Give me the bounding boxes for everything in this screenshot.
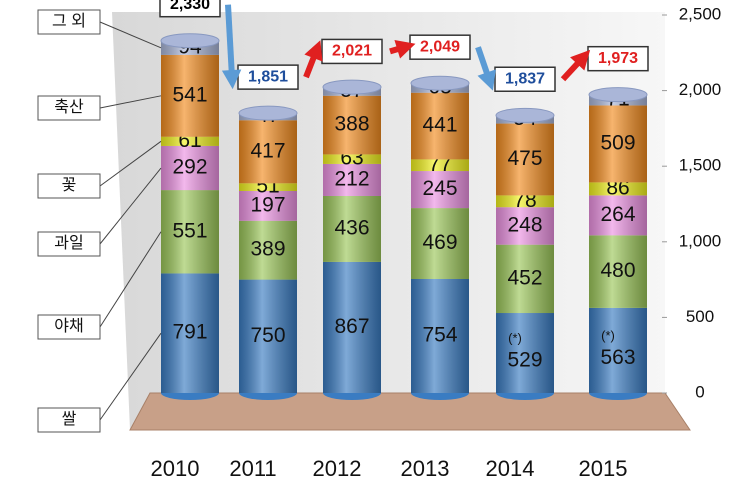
value-label: 212 (334, 168, 369, 191)
y-tick-label: 1,000 (679, 231, 722, 250)
legend-label: 쌀 (62, 410, 77, 428)
legend-label: 축산 (54, 98, 84, 116)
total-label: 1,837 (505, 70, 545, 87)
x-tick-label: 2012 (313, 456, 362, 481)
value-label: 417 (250, 139, 285, 162)
y-tick-label: 500 (686, 307, 714, 326)
value-label: 292 (172, 156, 207, 179)
value-label: 529 (507, 349, 542, 372)
value-label: 563 (600, 346, 635, 369)
x-tick-label: 2015 (579, 456, 628, 481)
x-tick-label: 2011 (229, 456, 276, 481)
total-label: 1,851 (248, 68, 288, 85)
note: (*) (508, 330, 522, 345)
value-label: 541 (172, 83, 207, 106)
total-label: 2,021 (332, 43, 372, 60)
value-label: 436 (334, 216, 369, 239)
legend-label: 야채 (54, 317, 83, 335)
value-label: 480 (600, 259, 635, 282)
value-label: 469 (422, 231, 457, 254)
total-label: 2,049 (420, 38, 460, 55)
trend-arrow (228, 5, 232, 77)
value-label: 388 (334, 113, 369, 136)
y-tick-label: 0 (695, 382, 704, 401)
value-label: 245 (422, 177, 457, 200)
value-label: 754 (422, 324, 457, 347)
legend-label: 그 외 (52, 12, 86, 30)
column-top (323, 80, 381, 94)
column-top (589, 88, 647, 102)
total-label: 1,973 (598, 50, 638, 67)
y-tick-label: 1,500 (679, 156, 722, 175)
value-label: 389 (250, 238, 285, 261)
legend-label: 꽃 (62, 177, 77, 194)
value-label: 441 (422, 114, 457, 137)
y-tick-label: 2,500 (679, 4, 722, 23)
value-label: 791 (172, 321, 207, 344)
column-top (496, 108, 554, 122)
x-tick-label: 2010 (151, 456, 200, 481)
value-label: 509 (600, 131, 635, 154)
legend-label: 과일 (54, 234, 83, 252)
x-tick-label: 2013 (401, 456, 450, 481)
value-label: 452 (507, 266, 542, 289)
column-top (161, 34, 219, 48)
value-label: 248 (507, 213, 542, 236)
chart: 05001,0001,5002,0002,5007915512926154194… (0, 0, 732, 486)
value-label: 264 (600, 203, 635, 226)
value-label: 475 (507, 147, 542, 170)
x-tick-label: 2014 (486, 456, 535, 481)
value-label: 750 (250, 324, 285, 347)
total-label: 2,330 (170, 0, 210, 13)
column-top (411, 76, 469, 90)
column-top (239, 106, 297, 120)
y-tick-label: 2,000 (679, 80, 722, 99)
value-label: 867 (334, 315, 369, 338)
value-label: 551 (172, 219, 207, 242)
note: (*) (601, 328, 615, 343)
